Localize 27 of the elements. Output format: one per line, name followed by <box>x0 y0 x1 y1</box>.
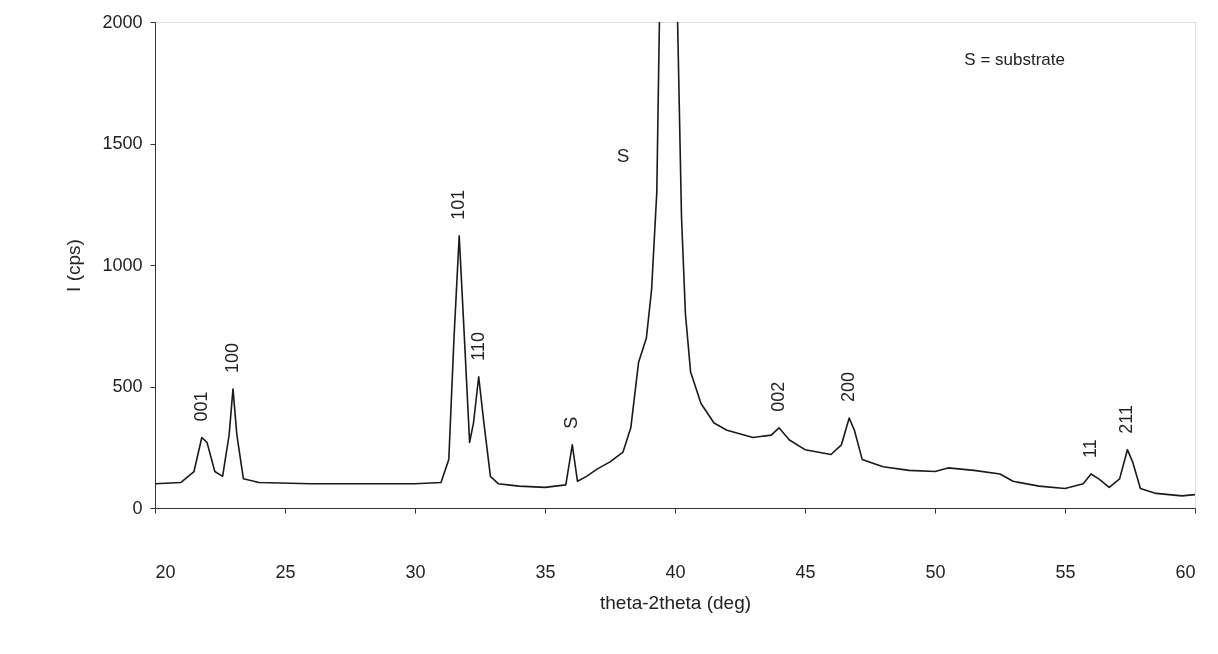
annotation: 100 <box>222 342 242 373</box>
x-tick-label: 30 <box>405 561 426 582</box>
y-tick-label: 1000 <box>102 254 143 275</box>
x-tick-label: 60 <box>1175 561 1196 582</box>
annotation: S = substrate <box>964 50 1065 69</box>
y-tick-label: 1500 <box>102 133 143 153</box>
x-tick-label: 20 <box>155 561 176 582</box>
x-axis-title: theta-2theta (deg) <box>599 591 752 613</box>
y-tick-label: 500 <box>112 376 143 396</box>
annotation: 200 <box>838 372 859 403</box>
annotation: 11 <box>1080 439 1100 458</box>
x-tick-label: 55 <box>1055 561 1076 582</box>
annotation: S <box>616 145 630 166</box>
annotation: 101 <box>448 189 469 220</box>
x-tick-label: 45 <box>795 561 816 582</box>
annotation: 211 <box>1116 404 1137 434</box>
annotation: S <box>561 416 582 429</box>
x-tick-label: 35 <box>535 561 556 582</box>
y-tick-label: 0 <box>132 497 143 518</box>
x-tick-label: 25 <box>275 561 296 582</box>
annotation: 001 <box>190 391 211 422</box>
y-axis-title: I (cps) <box>63 239 85 292</box>
x-tick-label: 40 <box>665 561 686 582</box>
y-tick-label: 2000 <box>102 11 143 32</box>
annotation: 002 <box>768 381 788 412</box>
annotation: 110 <box>467 332 488 361</box>
x-tick-label: 50 <box>925 561 946 582</box>
